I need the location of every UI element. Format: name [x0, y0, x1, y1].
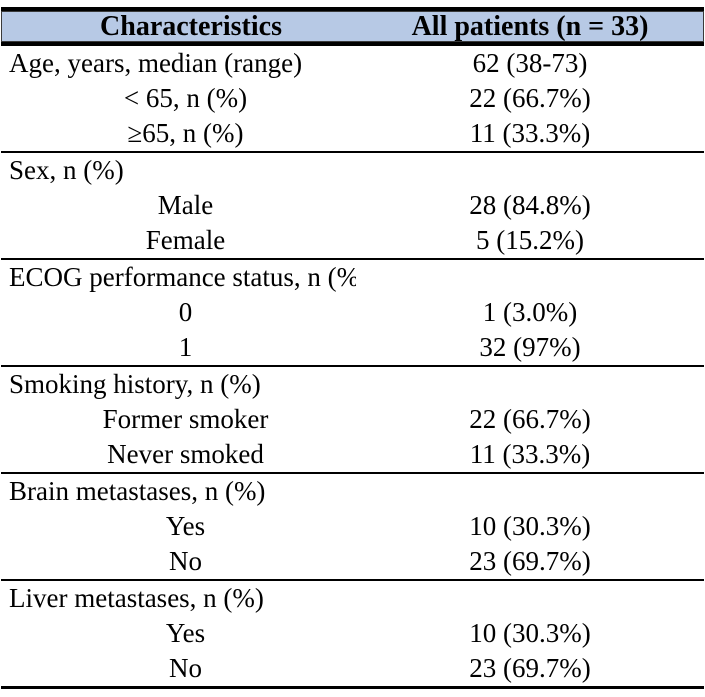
row-label: No [169, 653, 202, 683]
header-row: Characteristics All patients (n = 33) [1, 7, 704, 46]
row-value: 1 (3.0%) [482, 297, 578, 327]
row-value [356, 151, 704, 188]
row-label: ≥65, n (%) [127, 118, 244, 148]
table-row: Female 5 (15.2%) [1, 223, 704, 259]
row-label: Brain metastases, n (%) [1, 472, 356, 509]
table-row: Brain metastases, n (%) [1, 472, 704, 509]
table-row: ECOG performance status, n (%) [1, 258, 704, 295]
row-value: 23 (69.7%) [469, 546, 591, 576]
row-label: < 65, n (%) [123, 83, 248, 113]
row-value: 23 (69.7%) [469, 653, 591, 683]
table-row: 0 1 (3.0%) [1, 295, 704, 330]
row-value: 11 (33.3%) [469, 118, 591, 148]
row-value: 32 (97%) [479, 332, 581, 362]
row-label: Yes [165, 618, 206, 648]
row-label: Age, years, median (range) [9, 48, 303, 78]
row-label: Female [145, 225, 226, 255]
row-label: Sex, n (%) [1, 151, 356, 188]
table-row: Liver metastases, n (%) [1, 579, 704, 616]
table-row: Sex, n (%) [1, 151, 704, 188]
table-row: No 23 (69.7%) [1, 544, 704, 580]
row-value [356, 365, 704, 402]
row-label: Former smoker [102, 404, 269, 434]
row-value [356, 579, 704, 616]
row-value [356, 472, 704, 509]
table-row: 1 32 (97%) [1, 330, 704, 366]
header-cell-all-patients: All patients (n = 33) [356, 7, 704, 46]
row-label: Smoking history, n (%) [1, 365, 356, 402]
table-row: Yes 10 (30.3%) [1, 509, 704, 544]
row-label: Liver metastases, n (%) [1, 579, 356, 616]
row-label: Male [157, 190, 214, 220]
patient-characteristics-table: Characteristics All patients (n = 33) Ag… [1, 7, 704, 689]
table-row: Smoking history, n (%) [1, 365, 704, 402]
table-row: Former smoker 22 (66.7%) [1, 402, 704, 437]
row-label: ECOG performance status, n (%) [1, 258, 356, 295]
row-value: 22 (66.7%) [469, 404, 591, 434]
table-row: Age, years, median (range) 62 (38-73) [1, 44, 704, 81]
table-row: Male 28 (84.8%) [1, 188, 704, 223]
row-label: 0 [178, 297, 193, 327]
header-cell-characteristics: Characteristics [1, 7, 356, 46]
row-value: 62 (38-73) [472, 48, 588, 78]
patient-characteristics-page: Characteristics All patients (n = 33) Ag… [0, 7, 705, 697]
row-value: 22 (66.7%) [469, 83, 591, 113]
row-value: 10 (30.3%) [469, 511, 591, 541]
row-label: 1 [178, 332, 193, 362]
row-value [356, 258, 704, 295]
row-value: 10 (30.3%) [469, 618, 591, 648]
row-value: 28 (84.8%) [469, 190, 591, 220]
table-row: < 65, n (%) 22 (66.7%) [1, 81, 704, 116]
table-header: Characteristics All patients (n = 33) [1, 7, 704, 46]
row-label: Yes [165, 511, 206, 541]
row-label: Never smoked [107, 439, 264, 469]
table-row: No 23 (69.7%) [1, 651, 704, 688]
row-label: No [169, 546, 202, 576]
table-row: Yes 10 (30.3%) [1, 616, 704, 651]
table-body: Age, years, median (range) 62 (38-73) < 65… [1, 44, 704, 688]
row-value: 11 (33.3%) [469, 439, 591, 469]
row-value: 5 (15.2%) [476, 225, 584, 255]
table-row: ≥65, n (%) 11 (33.3%) [1, 116, 704, 152]
table-row: Never smoked 11 (33.3%) [1, 437, 704, 473]
